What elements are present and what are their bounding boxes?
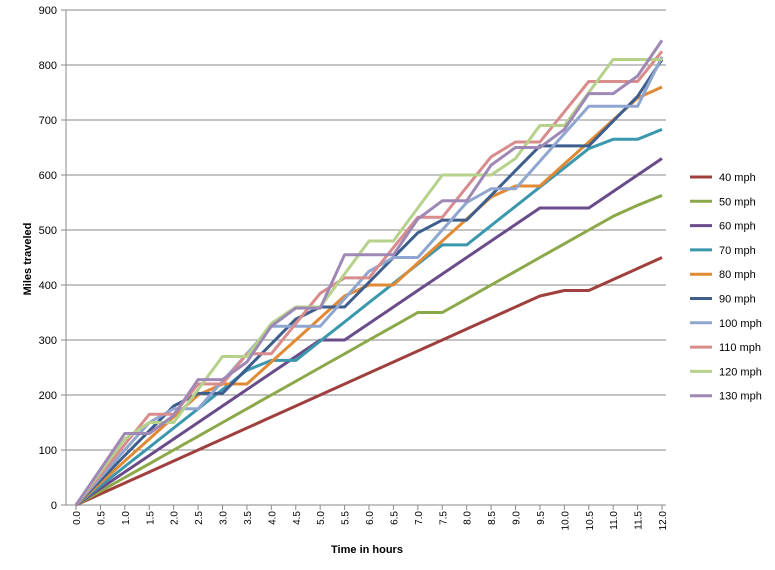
axes <box>65 10 666 506</box>
x-tick-label: 1.0 <box>121 511 132 525</box>
x-tick-label: 2.5 <box>194 511 205 525</box>
y-tick-label: 0 <box>51 500 57 512</box>
y-tick-label: 100 <box>39 445 57 457</box>
legend-label: 60 mph <box>719 221 756 233</box>
gridlines <box>66 9 666 451</box>
x-tick-label: 6.0 <box>365 511 376 525</box>
x-tick-label: 9.5 <box>536 511 547 525</box>
legend-label: 110 mph <box>719 342 761 354</box>
x-tick-label: 4.0 <box>267 511 278 525</box>
x-tick-label: 5.5 <box>341 511 352 525</box>
legend-label: 70 mph <box>719 245 756 257</box>
y-tick-label: 700 <box>39 115 57 127</box>
x-tick-label: 11.5 <box>634 511 645 530</box>
x-tick-label: 10.5 <box>585 511 596 531</box>
series-line-130-mph <box>74 39 664 506</box>
y-axis-label: Miles traveled <box>22 223 34 296</box>
series-line-120-mph <box>74 58 662 506</box>
series-line-60-mph <box>75 157 663 507</box>
series-line-90-mph <box>74 58 664 507</box>
legend-label: 50 mph <box>719 196 756 208</box>
x-tick-label: 10.0 <box>560 511 571 531</box>
x-tick-label: 4.5 <box>292 511 303 525</box>
x-axis-label: Time in hours <box>331 544 403 556</box>
series-line-70-mph <box>75 128 663 507</box>
x-tick-label: 2.0 <box>170 511 181 525</box>
series-lines <box>74 39 664 507</box>
y-tick-label: 500 <box>39 225 57 237</box>
legend-label: 80 mph <box>719 269 756 281</box>
x-axis-ticks: 0.0 0.5 1.0 1.5 2.0 2.5 3.0 3.5 4.0 4.5 5.0 5.5 6.0 6… <box>72 505 669 530</box>
series-line-100-mph <box>74 56 664 506</box>
series-line-50-mph <box>75 194 663 507</box>
x-tick-label: 8.0 <box>463 511 474 525</box>
x-tick-label: 11.0 <box>609 511 620 530</box>
legend-label: 130 mph <box>719 391 762 403</box>
x-tick-label: 6.5 <box>389 511 400 525</box>
legend-label: 100 mph <box>719 318 762 330</box>
x-tick-label: 7.0 <box>414 511 425 525</box>
y-axis-ticks: 0 100 200 300 400 500 600 700 800 900 <box>39 5 66 512</box>
x-tick-label: 3.0 <box>219 511 230 525</box>
y-tick-label: 900 <box>39 5 57 17</box>
x-tick-label: 0.5 <box>96 511 107 525</box>
legend-label: 120 mph <box>719 366 762 378</box>
y-tick-label: 600 <box>39 170 57 182</box>
y-tick-label: 400 <box>39 280 57 292</box>
x-tick-label: 9.0 <box>512 511 523 525</box>
y-tick-label: 300 <box>39 335 57 347</box>
x-tick-label: 5.0 <box>316 511 327 525</box>
legend-label: 90 mph <box>719 294 756 306</box>
y-tick-label: 800 <box>39 60 57 72</box>
legend-label: 40 mph <box>719 172 756 184</box>
x-tick-label: 1.5 <box>145 511 156 525</box>
x-tick-label: 12.0 <box>658 511 669 531</box>
x-tick-label: 0.0 <box>72 511 83 525</box>
series-line-40-mph <box>75 256 663 507</box>
series-line-80-mph <box>74 85 663 507</box>
y-tick-label: 200 <box>39 390 57 402</box>
x-tick-label: 3.5 <box>243 511 254 525</box>
x-tick-label: 8.5 <box>487 511 498 525</box>
legend: 40 mph 50 mph 60 mph 70 mph 80 mph 90 mph 100 … <box>690 172 762 403</box>
x-tick-label: 7.5 <box>438 511 449 525</box>
